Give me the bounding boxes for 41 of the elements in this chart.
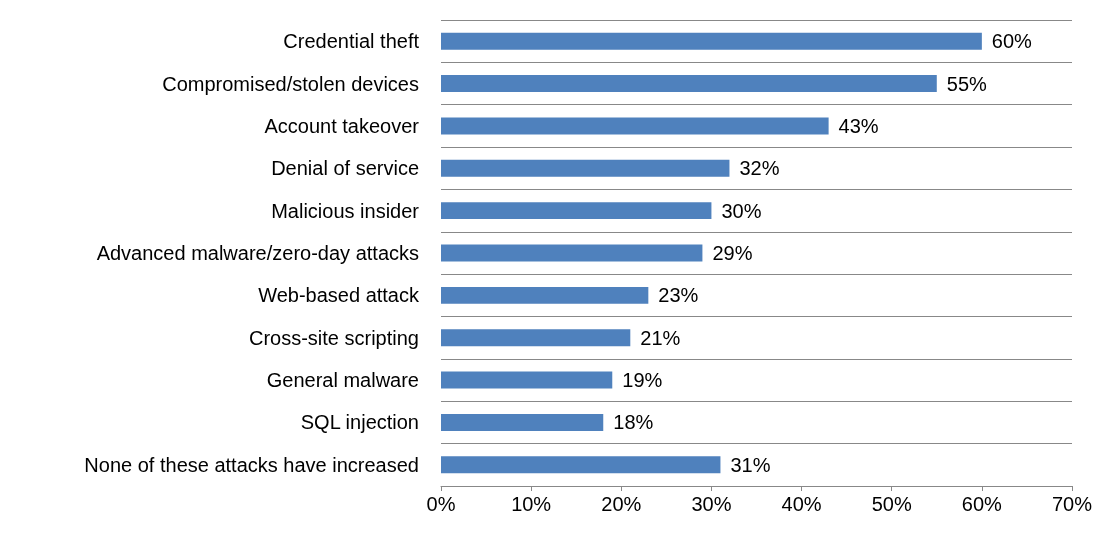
data-label: 18% xyxy=(613,411,654,434)
bar xyxy=(441,75,937,93)
data-label: 43% xyxy=(838,114,879,137)
bar xyxy=(441,456,721,474)
data-label: 23% xyxy=(658,284,699,307)
y-tick-label: Malicious insider xyxy=(271,199,420,222)
x-tick-label: 60% xyxy=(961,493,1003,515)
bar xyxy=(441,244,703,262)
data-label: 55% xyxy=(946,72,988,95)
x-tick-label: 30% xyxy=(691,493,732,515)
data-label: 30% xyxy=(721,199,762,222)
bar xyxy=(441,117,829,135)
y-tick-label: Denial of service xyxy=(271,157,419,180)
x-tick-label: 40% xyxy=(781,493,822,515)
y-tick-label: Advanced malware/zero-day attacks xyxy=(96,242,419,264)
y-tick-label: General malware xyxy=(266,369,419,392)
bar xyxy=(441,159,730,177)
x-tick-label: 10% xyxy=(511,493,552,515)
y-tick-label: Cross-site scripting xyxy=(248,326,419,349)
y-tick-label: Account takeover xyxy=(264,114,420,137)
data-label: 21% xyxy=(640,326,681,349)
x-tick-label: 0% xyxy=(426,493,456,515)
y-tick-label: SQL injection xyxy=(300,411,419,434)
y-tick-label: None of these attacks have increased xyxy=(84,453,419,476)
data-label: 31% xyxy=(730,453,771,476)
y-tick-label: Web-based attack xyxy=(258,284,420,307)
bar xyxy=(441,413,604,431)
y-tick-label: Credential theft xyxy=(283,30,420,53)
bar xyxy=(441,329,631,347)
data-label: 19% xyxy=(622,369,663,392)
y-tick-label: Compromised/stolen devices xyxy=(162,72,419,95)
data-label: 32% xyxy=(739,157,780,180)
x-tick-label: 70% xyxy=(1051,493,1093,515)
bar xyxy=(441,32,982,50)
bar xyxy=(441,371,613,389)
x-tick-label: 20% xyxy=(601,493,642,515)
data-label: 60% xyxy=(991,30,1033,53)
bar xyxy=(441,202,712,220)
data-label: 29% xyxy=(712,242,753,264)
x-tick-label: 50% xyxy=(871,493,912,515)
bar xyxy=(441,286,649,304)
